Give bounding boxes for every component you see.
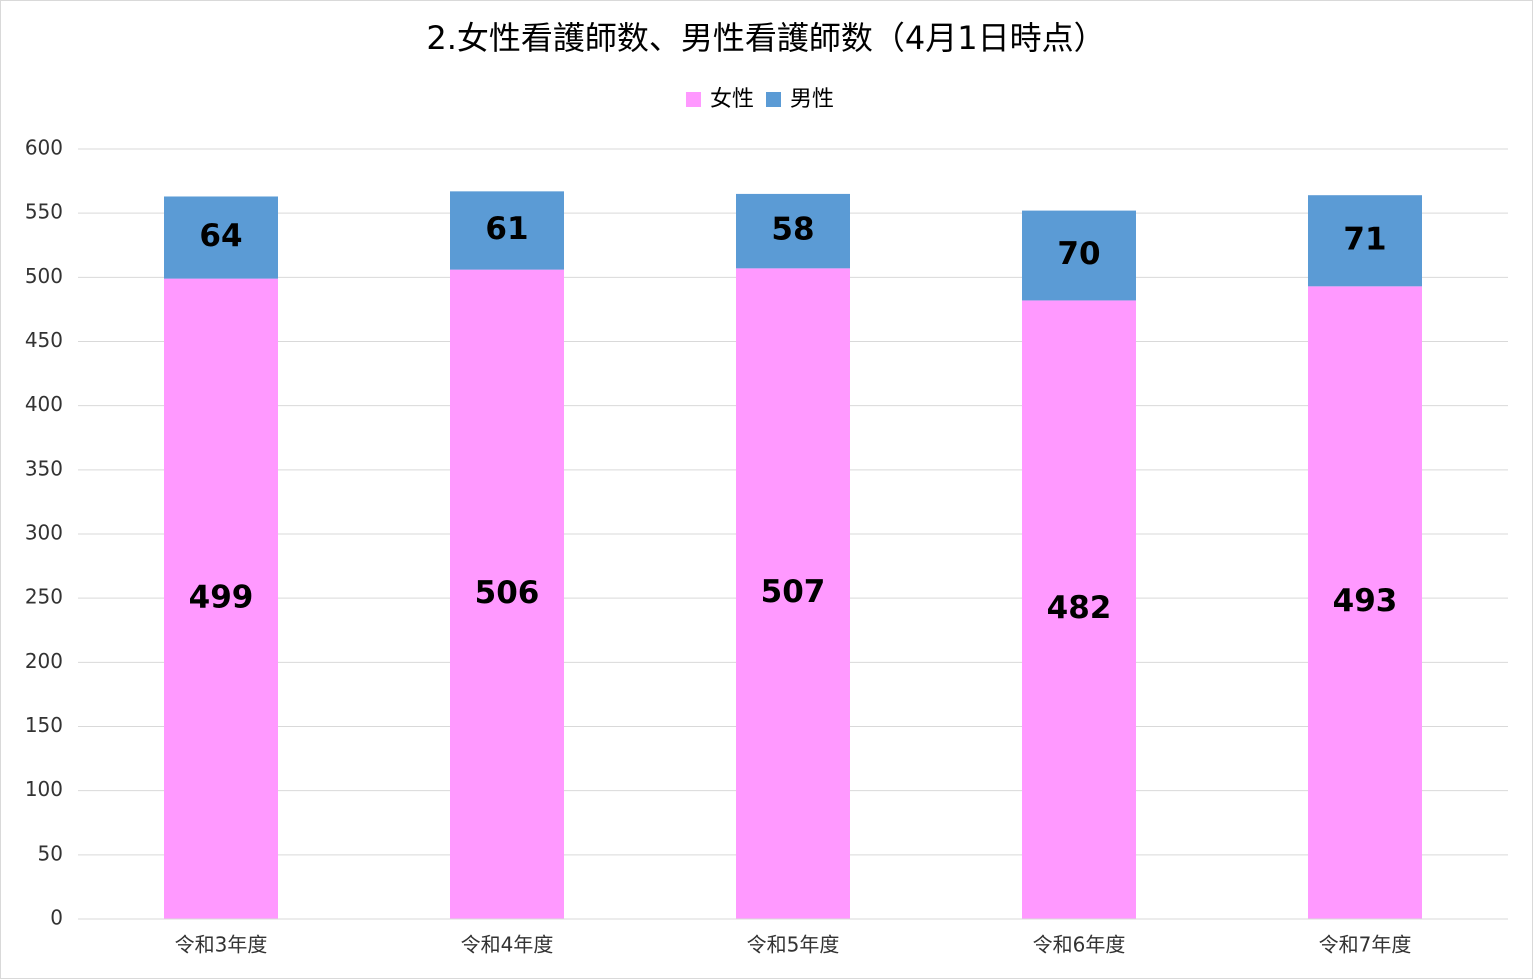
y-tick-label: 50	[38, 841, 63, 865]
y-tick-label: 0	[50, 906, 63, 930]
data-label: 71	[1343, 221, 1386, 257]
y-tick-label: 450	[25, 328, 63, 352]
data-label: 493	[1333, 583, 1398, 619]
legend-swatch	[685, 92, 701, 107]
bar-segment	[736, 193, 850, 269]
y-tick-label: 400	[25, 392, 63, 416]
y-tick-label: 300	[25, 521, 63, 545]
data-label: 507	[761, 574, 826, 610]
x-tick-label: 令和7年度	[1319, 933, 1412, 957]
legend-label: 男性	[790, 87, 834, 112]
bar-segment	[1308, 195, 1422, 287]
data-label: 64	[199, 218, 242, 254]
bar-segment	[164, 196, 278, 279]
data-label: 70	[1057, 236, 1100, 272]
bar-segment	[1022, 300, 1136, 919]
y-tick-label: 350	[25, 456, 63, 480]
legend-label: 女性	[710, 87, 754, 112]
y-tick-label: 550	[25, 200, 63, 224]
data-label: 499	[189, 579, 254, 615]
y-tick-label: 150	[25, 713, 63, 737]
y-tick-label: 100	[25, 777, 63, 801]
bar-segment	[1308, 286, 1422, 920]
data-label: 58	[771, 212, 814, 248]
x-tick-label: 令和3年度	[175, 933, 268, 957]
y-tick-label: 600	[25, 136, 63, 160]
legend-swatch	[766, 92, 781, 107]
x-tick-label: 令和6年度	[1033, 933, 1126, 957]
bar-segment	[450, 269, 564, 920]
chart-title: 2.女性看護師数、男性看護師数（4月1日時点）	[426, 19, 1105, 57]
bar-segment	[736, 268, 850, 920]
bar-segment	[1022, 210, 1136, 301]
y-tick-label: 250	[25, 585, 63, 609]
y-tick-label: 200	[25, 649, 63, 673]
data-label: 506	[475, 575, 540, 611]
x-tick-label: 令和4年度	[461, 933, 554, 957]
bar-segment	[450, 191, 564, 270]
x-tick-label: 令和5年度	[747, 933, 840, 957]
data-label: 61	[485, 211, 528, 247]
data-label: 482	[1047, 590, 1112, 626]
bar-segment	[164, 278, 278, 919]
y-tick-label: 500	[25, 264, 63, 288]
